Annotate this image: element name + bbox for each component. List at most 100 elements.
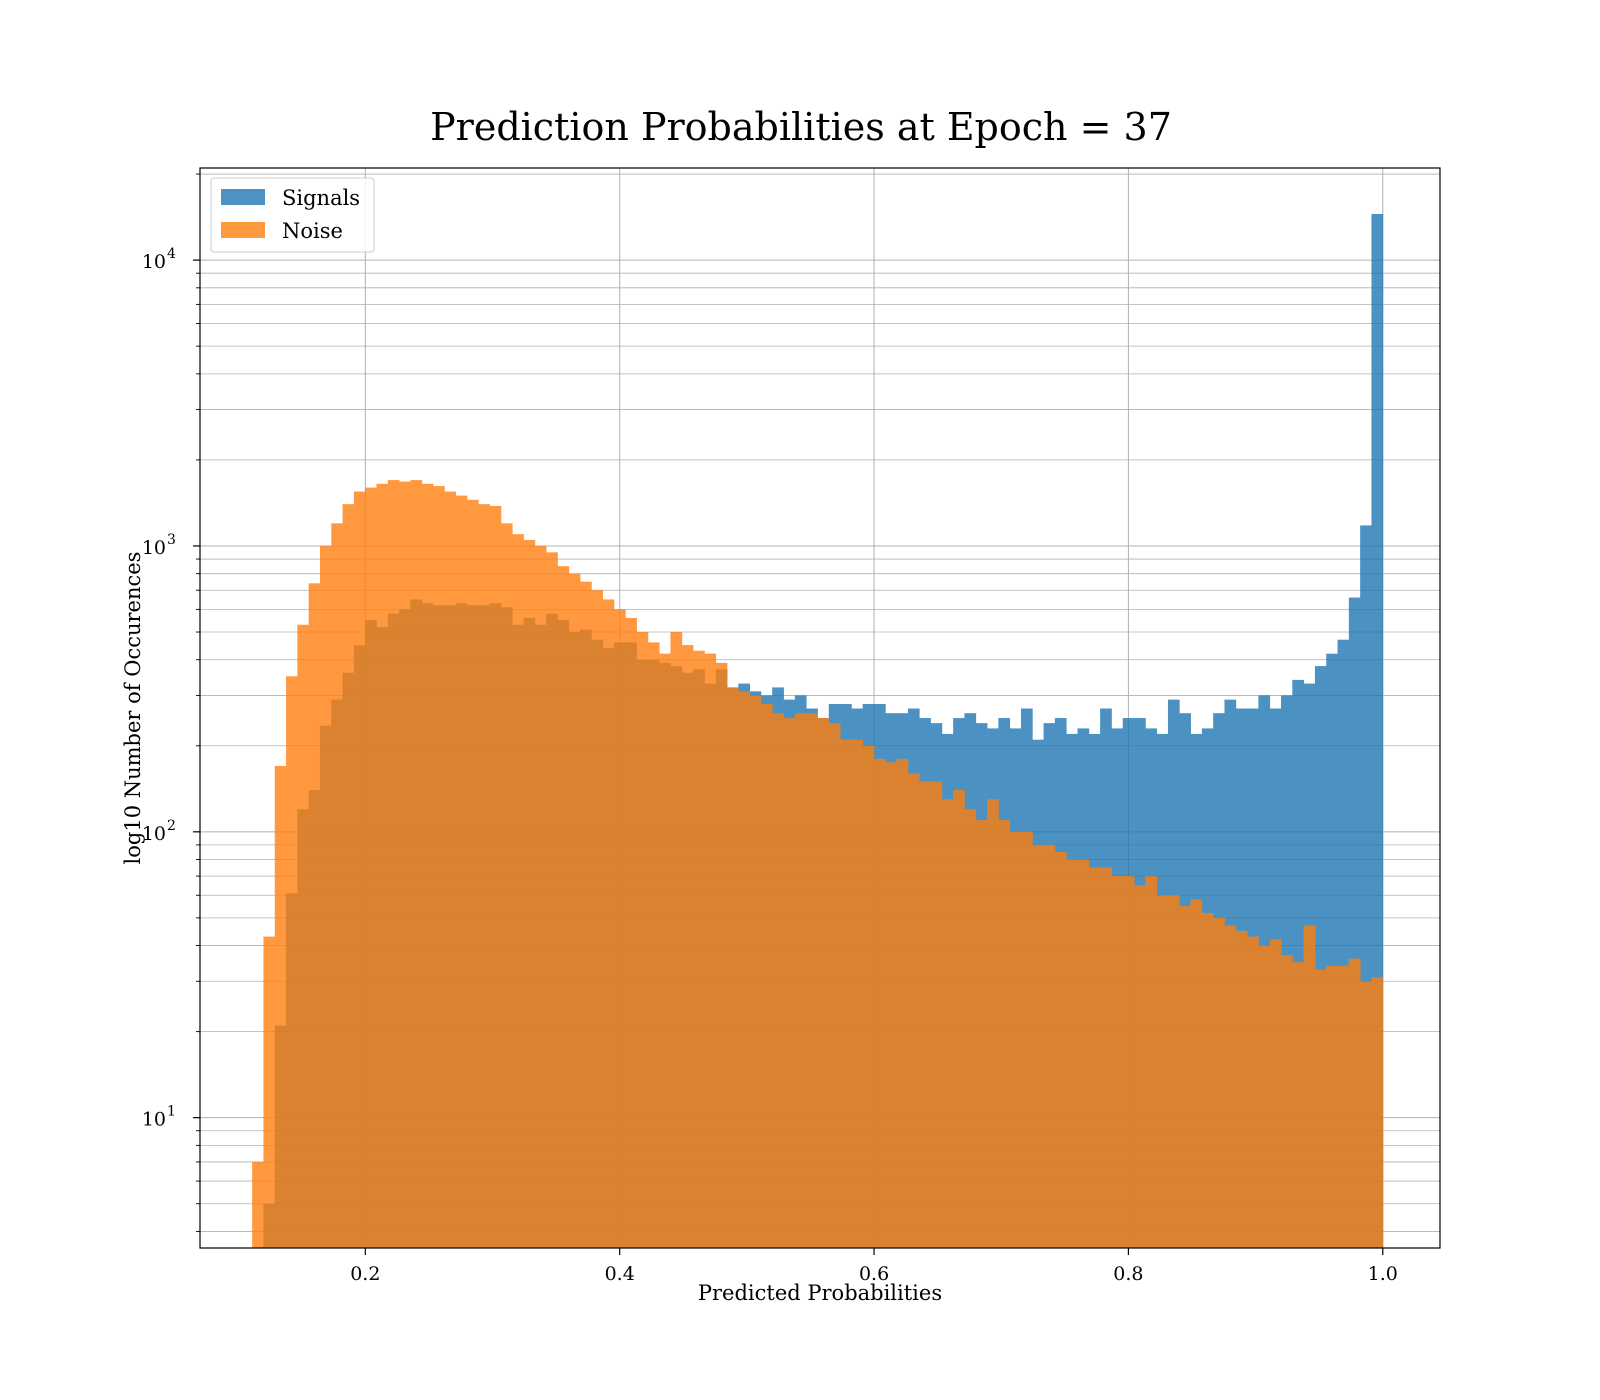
- bar-noise: [806, 713, 818, 1248]
- bar-noise: [1326, 965, 1338, 1248]
- bar-noise: [964, 809, 977, 1248]
- bar-noise: [1134, 885, 1146, 1248]
- bar-noise: [647, 642, 660, 1248]
- y-tick-exponent: 3: [167, 532, 176, 548]
- bar-noise: [670, 632, 683, 1248]
- bar-noise: [1281, 955, 1293, 1248]
- bar-noise: [772, 713, 784, 1248]
- bar-noise: [873, 758, 886, 1248]
- y-axis-label: log10 Number of Occurences: [121, 552, 145, 865]
- bar-noise: [1145, 876, 1158, 1248]
- legend: Signals Noise: [210, 177, 375, 253]
- bar-noise: [817, 718, 830, 1248]
- y-tick-label: 10: [142, 823, 166, 845]
- bar-noise: [512, 534, 524, 1248]
- bar-noise: [1348, 958, 1361, 1248]
- y-tick-exponent: 2: [167, 818, 176, 834]
- bar-noise: [794, 713, 807, 1248]
- bar-signals: [1337, 639, 1350, 1248]
- bar-noise: [1122, 876, 1135, 1248]
- bar-noise: [1156, 895, 1169, 1248]
- bar-noise: [263, 936, 276, 1248]
- bar-noise: [455, 495, 468, 1249]
- bar-noise: [1269, 939, 1282, 1248]
- bar-noise: [862, 745, 875, 1248]
- bar-signals: [1314, 666, 1327, 1248]
- series-noise: [252, 480, 1384, 1249]
- bar-noise: [286, 676, 298, 1248]
- bar-noise: [319, 545, 332, 1248]
- bar-noise: [1088, 867, 1101, 1248]
- bar-noise: [568, 573, 581, 1248]
- x-tick-label: 0.6: [859, 1263, 889, 1285]
- bar-noise: [591, 590, 604, 1248]
- bar-noise: [1167, 895, 1180, 1248]
- bar-noise: [659, 653, 671, 1248]
- bar-noise: [1032, 844, 1044, 1248]
- bar-noise: [500, 523, 513, 1248]
- bar-noise: [975, 819, 988, 1248]
- bar-noise: [907, 773, 920, 1248]
- bar-noise: [1292, 962, 1305, 1248]
- bar-noise: [896, 758, 909, 1248]
- chart-title: Prediction Probabilities at Epoch = 37: [430, 105, 1172, 149]
- y-tick-exponent: 4: [167, 246, 176, 262]
- bar-noise: [738, 691, 751, 1248]
- bar-noise: [851, 739, 864, 1248]
- bar-noise: [1360, 981, 1372, 1248]
- bar-noise: [1009, 831, 1022, 1248]
- bar-noise: [987, 799, 999, 1248]
- bar-noise: [1314, 969, 1327, 1248]
- y-tick-exponent: 1: [167, 1104, 176, 1120]
- bar-noise: [557, 566, 570, 1248]
- bar-noise: [828, 723, 841, 1248]
- bar-noise: [1371, 977, 1384, 1248]
- y-tick-label: 10: [142, 1109, 166, 1131]
- bar-noise: [1111, 876, 1124, 1248]
- bar-noise: [693, 650, 705, 1248]
- bar-noise: [1043, 844, 1056, 1248]
- bar-noise: [602, 599, 615, 1248]
- bar-noise: [953, 790, 965, 1248]
- bar-noise: [478, 504, 490, 1248]
- bar-noise: [523, 539, 536, 1248]
- bar-noise: [308, 583, 321, 1248]
- bar-noise: [1235, 930, 1248, 1248]
- bar-noise: [1258, 945, 1271, 1248]
- x-tick-label: 0.8: [1113, 1263, 1143, 1285]
- bar-noise: [1054, 851, 1067, 1248]
- bar-noise: [297, 624, 310, 1248]
- x-axis-label: Predicted Probabilities: [698, 1281, 942, 1305]
- legend-signals-label: Signals: [282, 186, 360, 210]
- x-tick-label: 0.4: [605, 1263, 635, 1285]
- x-tick-label: 1.0: [1368, 1263, 1398, 1285]
- x-tick-label: 0.2: [350, 1263, 380, 1285]
- bar-noise: [489, 505, 502, 1248]
- bar-noise: [342, 504, 355, 1248]
- bar-noise: [919, 781, 931, 1248]
- bar-noise: [727, 687, 739, 1248]
- bar-noise: [444, 491, 457, 1248]
- bar-noise: [365, 487, 377, 1248]
- bar-noise: [466, 499, 479, 1248]
- plot-frame: [199, 167, 1441, 1249]
- bar-noise: [376, 483, 389, 1249]
- bar-noise: [421, 483, 434, 1249]
- bar-noise: [1066, 859, 1078, 1248]
- legend-signals-swatch: [221, 189, 265, 205]
- bar-signals: [1360, 525, 1372, 1248]
- legend-noise-label: Noise: [282, 219, 343, 243]
- bar-signals: [1326, 653, 1338, 1248]
- bar-noise: [1247, 936, 1259, 1248]
- bar-noise: [715, 662, 728, 1248]
- bar-noise: [1179, 906, 1191, 1248]
- bar-noise: [546, 552, 558, 1248]
- y-tick-label: 10: [142, 251, 166, 273]
- bar-noise: [534, 545, 547, 1248]
- bar-noise: [1337, 965, 1350, 1248]
- bar-noise: [274, 765, 287, 1248]
- bar-noise: [353, 491, 366, 1248]
- bar-noise: [681, 645, 694, 1248]
